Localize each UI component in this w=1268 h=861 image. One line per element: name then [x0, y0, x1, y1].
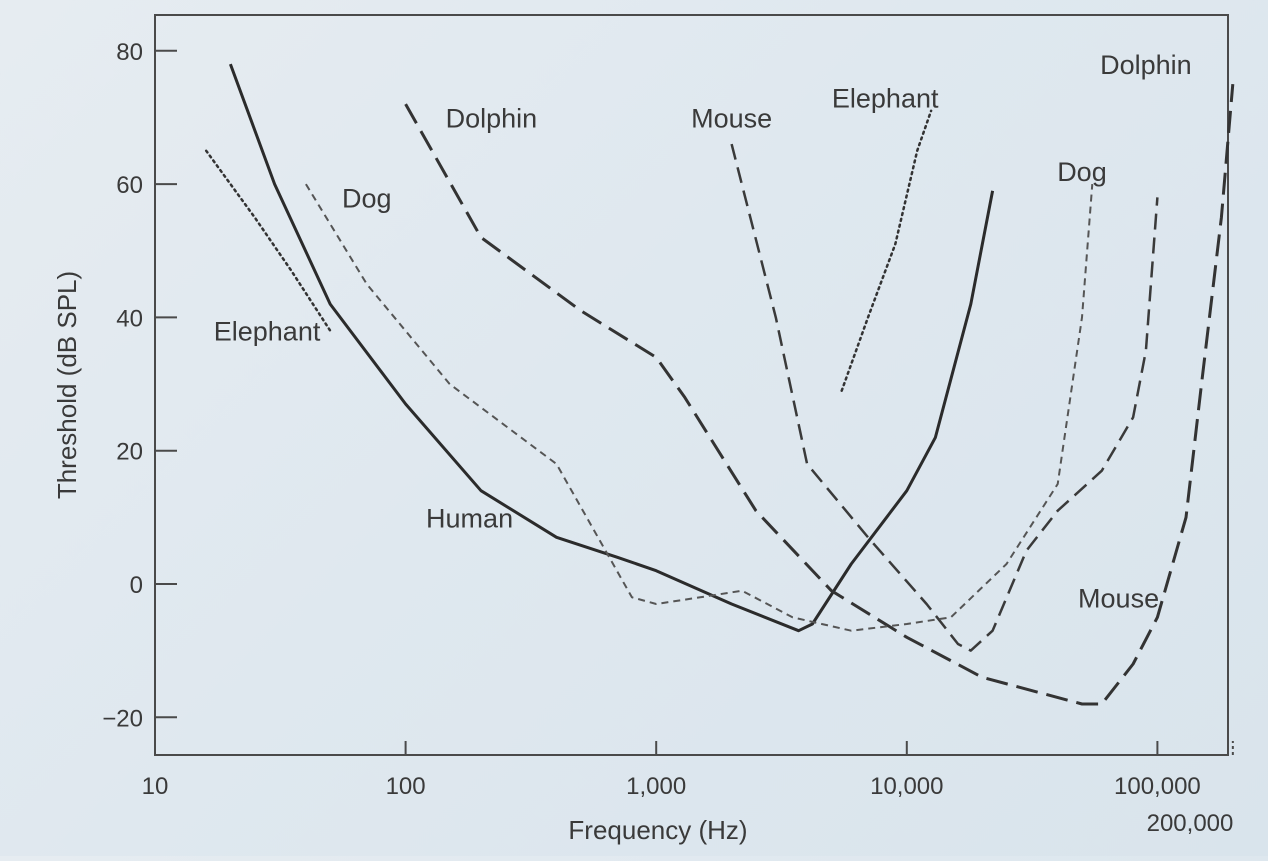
series-label-dog-6: Dog — [342, 183, 392, 213]
x-tick-label-100: 100 — [386, 773, 426, 800]
axis-ticks: 10 100 1,000 10,000 100,000 200,000 −20 0 20 40 60… — [102, 39, 1234, 837]
series-dog-line — [305, 183, 1094, 632]
series-mouse-line — [730, 143, 1159, 652]
series-labels: Human Dolphin Dolphin Mouse Mouse Dog Dog Eleph… — [214, 50, 1192, 613]
x-tick-label-100000: 100,000 — [1114, 773, 1201, 800]
series-label-mouse-4: Mouse — [691, 103, 772, 133]
y-tick-label-0: 0 — [130, 572, 143, 599]
series-human-line — [228, 63, 995, 633]
y-tick-label-20: 20 — [116, 439, 143, 466]
series-label-dolphin-2: Dolphin — [446, 103, 538, 133]
series-label-dolphin-3: Dolphin — [1100, 50, 1192, 80]
series-label-mouse-5: Mouse — [1078, 583, 1159, 613]
series-label-dog-7: Dog — [1057, 157, 1107, 187]
y-tick-label-60: 60 — [116, 172, 143, 199]
series-elephant-line-2 — [840, 109, 933, 392]
x-tick-label-10000: 10,000 — [870, 773, 943, 800]
y-tick-label-40: 40 — [116, 305, 143, 332]
x-tick-label-10: 10 — [142, 773, 169, 800]
y-tick-label-80: 80 — [116, 39, 143, 66]
series-layer — [204, 63, 1235, 706]
y-tick-label--20: −20 — [102, 705, 143, 732]
y-axis-title: Threshold (dB SPL) — [52, 271, 82, 499]
series-label-human-1: Human — [426, 503, 513, 533]
x-axis-title: Frequency (Hz) — [568, 815, 747, 845]
plot-border — [154, 14, 1229, 756]
series-label-elephant-9: Elephant — [832, 83, 939, 113]
x-tick-label-1000: 1,000 — [626, 773, 686, 800]
plot-frame — [154, 14, 1229, 756]
series-label-elephant-8: Elephant — [214, 317, 321, 347]
series-elephant-line-1 — [204, 149, 332, 332]
x-tick-label-200000: 200,000 — [1147, 810, 1234, 837]
